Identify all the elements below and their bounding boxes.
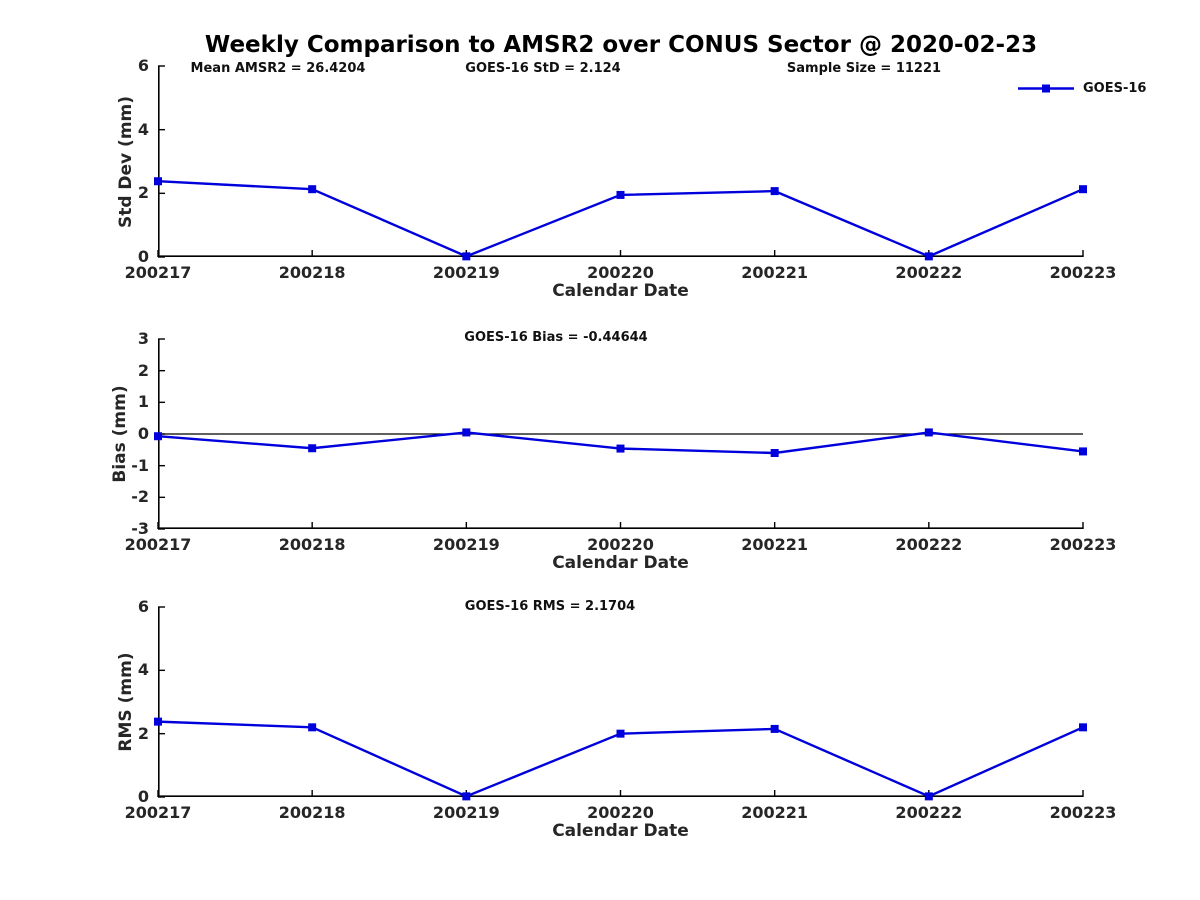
data-point-marker [462, 428, 471, 437]
y-tick-label: 2 [137, 360, 149, 380]
x-tick-label: 200220 [587, 263, 654, 282]
figure-title: Weekly Comparison to AMSR2 over CONUS Se… [204, 32, 1038, 58]
axis-lines [158, 607, 1083, 797]
y-tick-label: 6 [137, 56, 149, 75]
x-tick-label: 200218 [278, 535, 346, 554]
data-point-marker [1079, 723, 1087, 732]
annotation-goes16-std: GOES-16 StD = 2.124 [465, 61, 621, 76]
x-tick-label: 200221 [741, 535, 809, 554]
data-point-marker [462, 792, 471, 801]
y-tick-label: 2 [137, 723, 149, 743]
data-point-marker [770, 187, 779, 196]
x-tick-label: 200218 [278, 263, 346, 282]
y-tick-label: 3 [137, 329, 149, 348]
data-point-marker [1079, 447, 1087, 456]
subplot-bias-plot-area [154, 338, 1087, 530]
y-tick-label: 2 [137, 183, 149, 203]
x-tick-label: 200220 [587, 535, 654, 554]
y-tick-label: -1 [131, 455, 149, 475]
legend-label: GOES-16 [1083, 81, 1147, 96]
y-tick-label: 1 [137, 392, 149, 412]
y-tick-label: 4 [137, 119, 149, 139]
x-axis-title-subplot-rms: Calendar Date [552, 821, 689, 841]
x-tick-label: 200219 [432, 263, 500, 282]
x-tick-label: 200217 [124, 535, 192, 554]
y-axis-title-subplot-bias: Bias (mm) [110, 385, 130, 483]
data-point-marker [462, 252, 471, 261]
x-tick-label: 200223 [1049, 263, 1117, 282]
y-tick-label: -2 [131, 487, 149, 507]
data-point-marker [924, 792, 933, 801]
x-tick-label: 200223 [1049, 535, 1117, 554]
y-tick-label: 0 [137, 247, 149, 266]
y-tick-label: -3 [131, 519, 149, 538]
subplot-rms-plot-area [154, 606, 1087, 801]
annotation-sample-size: Sample Size = 11221 [786, 61, 942, 76]
x-tick-label: 200219 [432, 535, 500, 554]
y-axis-title-subplot-stddev: Std Dev (mm) [116, 95, 136, 228]
x-tick-label: 200217 [124, 803, 192, 822]
x-tick-label: 200217 [124, 263, 192, 282]
x-tick-label: 200223 [1049, 803, 1117, 822]
data-point-marker [154, 717, 162, 726]
x-tick-label: 200218 [278, 803, 346, 822]
x-axis-title-subplot-bias: Calendar Date [552, 553, 689, 573]
x-tick-label: 200221 [741, 803, 809, 822]
data-point-marker [154, 177, 162, 186]
x-axis-title-subplot-stddev: Calendar Date [552, 281, 689, 301]
annotation-goes16-bias: GOES-16 Bias = -0.44644 [464, 330, 648, 345]
y-axis-title-subplot-rms: RMS (mm) [116, 652, 136, 752]
y-tick-label: 4 [137, 660, 149, 680]
y-tick-label: 0 [137, 424, 149, 443]
subplot-stddev-plot-area [154, 65, 1087, 261]
data-point-marker [308, 185, 317, 194]
data-point-marker [770, 724, 779, 733]
x-tick-label: 200222 [895, 803, 963, 822]
data-point-marker [770, 449, 779, 457]
x-tick-label: 200219 [432, 803, 500, 822]
x-tick-label: 200220 [587, 803, 654, 822]
data-point-marker [616, 729, 625, 738]
legend: GOES-16 [1016, 81, 1146, 96]
legend-line-icon [1018, 84, 1074, 93]
data-point-marker [924, 428, 933, 437]
axis-lines [158, 66, 1083, 257]
data-point-marker [308, 723, 317, 732]
x-tick-label: 200222 [895, 263, 963, 282]
data-point-marker [1079, 185, 1087, 194]
y-tick-label: 0 [137, 787, 149, 806]
data-point-marker [154, 432, 162, 441]
x-tick-label: 200222 [895, 535, 963, 554]
data-point-marker [616, 190, 625, 199]
data-point-marker [616, 444, 625, 453]
annotation-mean-amsr2: Mean AMSR2 = 26.4204 [190, 61, 366, 76]
data-point-marker [308, 444, 317, 453]
annotation-goes16-rms: GOES-16 RMS = 2.1704 [464, 599, 636, 614]
x-tick-label: 200221 [741, 263, 809, 282]
y-tick-label: 6 [137, 597, 149, 616]
data-point-marker [924, 252, 933, 261]
